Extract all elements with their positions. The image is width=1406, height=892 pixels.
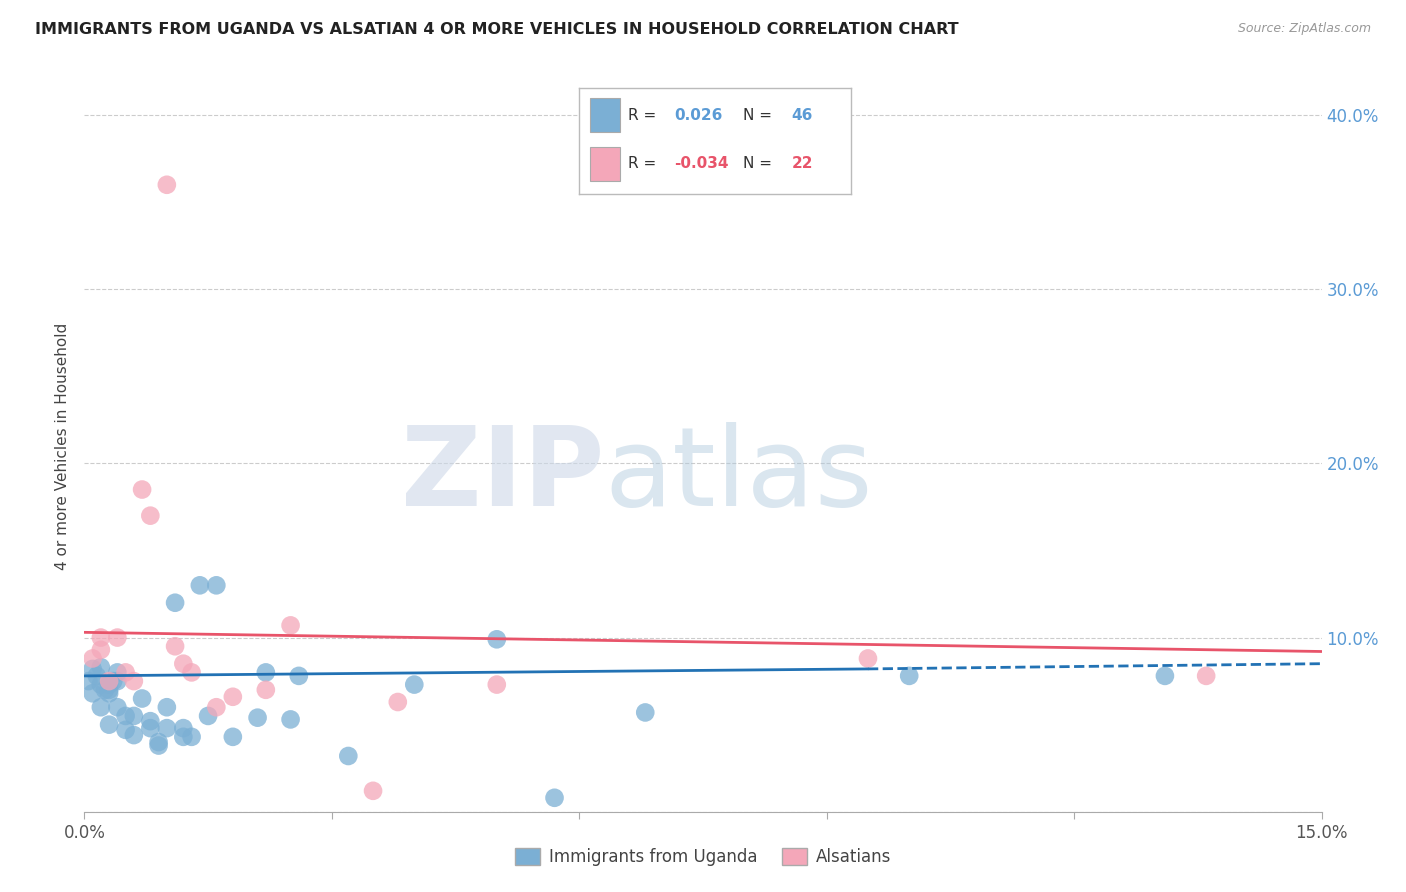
Point xyxy=(485,632,508,647)
Point xyxy=(82,651,104,665)
Point xyxy=(337,749,360,764)
Point xyxy=(180,730,202,744)
Point xyxy=(122,728,145,742)
Point xyxy=(122,674,145,689)
Point xyxy=(139,721,162,735)
Point xyxy=(1154,669,1177,683)
Point xyxy=(280,618,302,632)
Point xyxy=(98,717,121,731)
Point xyxy=(90,642,112,657)
Point xyxy=(180,665,202,680)
Point xyxy=(222,730,245,744)
Point xyxy=(1195,669,1218,683)
Y-axis label: 4 or more Vehicles in Household: 4 or more Vehicles in Household xyxy=(55,322,70,570)
Point xyxy=(139,508,162,523)
Point xyxy=(86,669,108,683)
Point xyxy=(165,640,187,654)
Point xyxy=(222,690,245,704)
Point xyxy=(94,682,117,697)
Point xyxy=(105,700,128,714)
Point xyxy=(90,677,112,691)
Point xyxy=(122,709,145,723)
Point xyxy=(139,714,162,728)
Point xyxy=(98,686,121,700)
Text: ZIP: ZIP xyxy=(401,422,605,529)
Point xyxy=(98,674,121,689)
Point xyxy=(105,674,128,689)
Point xyxy=(404,677,426,691)
Point xyxy=(148,739,170,753)
Point xyxy=(131,483,153,497)
Point xyxy=(90,660,112,674)
Point xyxy=(254,682,277,697)
Point xyxy=(172,657,194,671)
Point xyxy=(197,709,219,723)
Point xyxy=(246,711,269,725)
Point xyxy=(156,178,179,192)
Point xyxy=(280,713,302,727)
Point xyxy=(156,721,179,735)
Point xyxy=(82,662,104,676)
Point xyxy=(188,578,211,592)
Point xyxy=(114,723,136,737)
Point xyxy=(205,700,228,714)
Point xyxy=(131,691,153,706)
Point xyxy=(114,709,136,723)
Point xyxy=(98,677,121,691)
Point xyxy=(98,682,121,697)
Point xyxy=(114,665,136,680)
Point xyxy=(856,651,879,665)
Point xyxy=(543,790,565,805)
Point xyxy=(90,631,112,645)
Point xyxy=(172,730,194,744)
Legend: Immigrants from Uganda, Alsatians: Immigrants from Uganda, Alsatians xyxy=(509,841,897,873)
Point xyxy=(105,631,128,645)
Point xyxy=(156,700,179,714)
Point xyxy=(485,677,508,691)
Point xyxy=(90,700,112,714)
Point xyxy=(387,695,409,709)
Text: IMMIGRANTS FROM UGANDA VS ALSATIAN 4 OR MORE VEHICLES IN HOUSEHOLD CORRELATION C: IMMIGRANTS FROM UGANDA VS ALSATIAN 4 OR … xyxy=(35,22,959,37)
Point xyxy=(361,784,384,798)
Text: atlas: atlas xyxy=(605,422,873,529)
Point xyxy=(148,735,170,749)
Point xyxy=(165,596,187,610)
Point xyxy=(634,706,657,720)
Text: Source: ZipAtlas.com: Source: ZipAtlas.com xyxy=(1237,22,1371,36)
Point xyxy=(105,665,128,680)
Point xyxy=(205,578,228,592)
Point xyxy=(82,686,104,700)
Point xyxy=(103,674,125,689)
Point xyxy=(288,669,311,683)
Point xyxy=(898,669,921,683)
Point xyxy=(254,665,277,680)
Point xyxy=(172,721,194,735)
Point xyxy=(77,674,100,689)
